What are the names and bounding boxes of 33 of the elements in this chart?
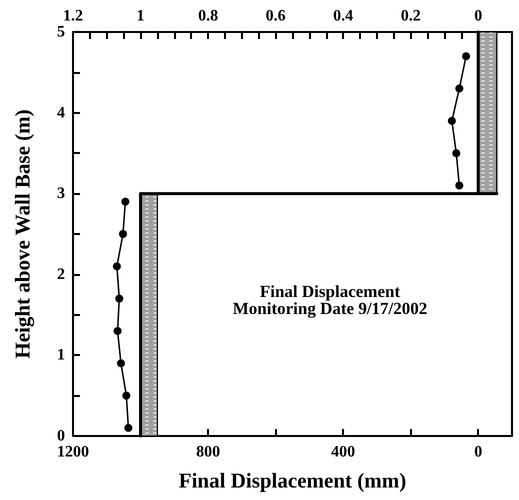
- point: [124, 424, 132, 432]
- point: [121, 198, 130, 206]
- annotation: Final Displacement Monitoring Date 9/17/2002: [232, 282, 428, 318]
- x2-tick-label: 0: [474, 8, 482, 24]
- point: [455, 182, 464, 190]
- point: [115, 294, 124, 303]
- point: [455, 84, 464, 93]
- x-tick-label: 0: [474, 444, 482, 460]
- x2-tick-label: 1.2: [63, 8, 83, 24]
- x-axis-title: Final Displacement (mm): [178, 468, 406, 492]
- point: [116, 359, 125, 368]
- x2-tick-label: 0.4: [333, 8, 354, 24]
- x2-tick-label: 1: [136, 8, 145, 24]
- point: [118, 230, 127, 238]
- y-tick-label: 0: [57, 428, 65, 444]
- point: [462, 52, 470, 60]
- x-tick-label: 400: [331, 444, 356, 460]
- x2-tick-label: 0.2: [400, 8, 421, 24]
- x-tick-label: 800: [196, 444, 220, 460]
- y-axis-title: Height above Wall Base (m): [10, 109, 34, 359]
- y-tick-label: 1: [57, 346, 65, 364]
- point: [114, 326, 122, 335]
- y-tick-label: 3: [57, 185, 65, 202]
- x-tick-label: 1200: [57, 444, 89, 460]
- point: [112, 262, 121, 270]
- point: [448, 116, 456, 125]
- y-tick-label: 4: [57, 104, 65, 122]
- x2-tick-label: 0.8: [198, 8, 218, 24]
- point: [452, 149, 460, 158]
- y-tick-label: 5: [57, 24, 65, 40]
- y-tick-label: 2: [57, 266, 65, 283]
- point: [122, 392, 130, 400]
- x2-tick-label: 0.6: [266, 8, 286, 24]
